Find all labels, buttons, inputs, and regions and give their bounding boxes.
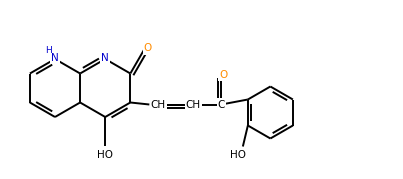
Text: HO: HO [230,151,246,161]
Text: O: O [219,69,227,79]
Text: O: O [144,43,152,53]
Text: N: N [51,53,59,63]
Text: CH: CH [186,100,201,110]
Text: H: H [45,45,51,54]
Text: CH: CH [151,100,166,110]
Text: C: C [218,100,225,110]
Text: HO: HO [97,150,113,160]
Text: N: N [101,53,109,63]
